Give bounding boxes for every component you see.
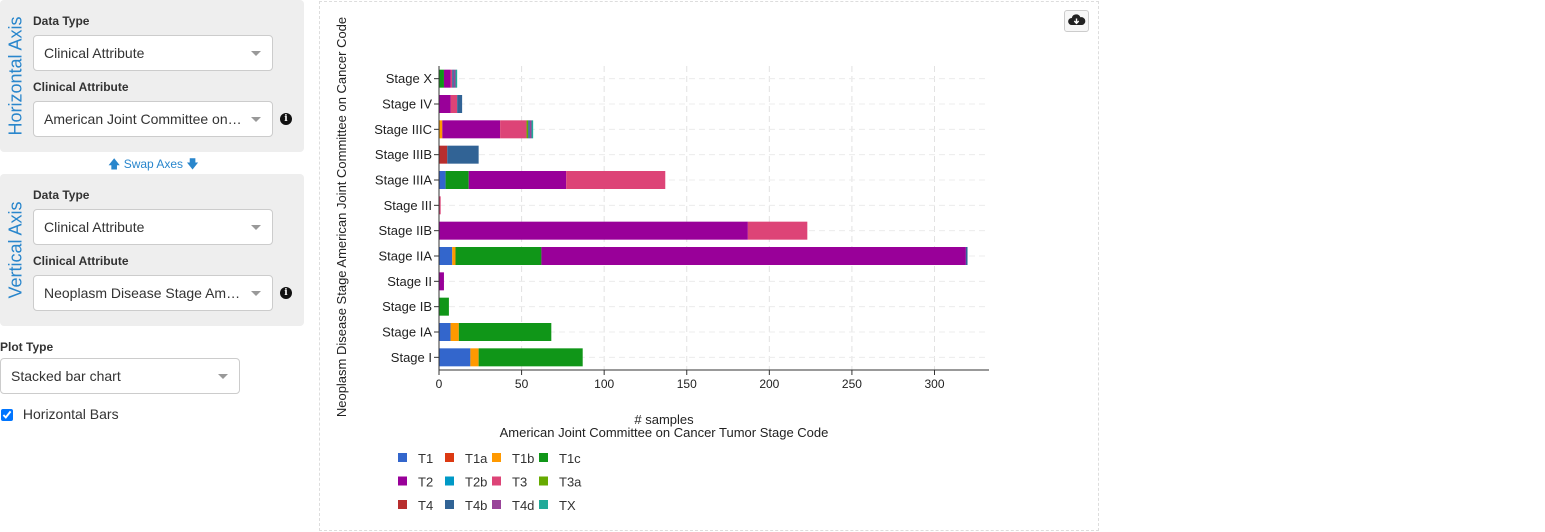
chevron-down-icon: [251, 291, 261, 296]
horizontal-data-type-label: Data Type: [33, 14, 90, 28]
download-button[interactable]: [1064, 10, 1089, 32]
horizontal-bars-label: Horizontal Bars: [22, 406, 119, 422]
plot-type-label: Plot Type: [0, 340, 54, 354]
vertical-axis-title: Vertical Axis: [5, 201, 26, 299]
chevron-down-icon: [251, 117, 261, 122]
horizontal-bars-checkbox[interactable]: [1, 409, 13, 421]
plot-type-value: Stacked bar chart: [11, 368, 121, 384]
vertical-data-type-select[interactable]: Clinical Attribute: [33, 209, 273, 245]
vertical-data-type-label: Data Type: [33, 188, 90, 202]
info-icon[interactable]: i: [280, 113, 292, 125]
arrow-up-icon: 🡅: [108, 157, 121, 171]
horizontal-axis-title: Horizontal Axis: [5, 16, 26, 136]
chevron-down-icon: [251, 225, 261, 230]
swap-axes-button[interactable]: 🡅 Swap Axes 🡇: [108, 155, 199, 176]
horizontal-bars-option[interactable]: Horizontal Bars: [0, 406, 119, 422]
chevron-down-icon: [251, 51, 261, 56]
vertical-clinical-attribute-value: Neoplasm Disease Stage American Joint Co…: [44, 285, 242, 301]
info-icon[interactable]: i: [280, 287, 292, 299]
horizontal-clinical-attribute-label: Clinical Attribute: [33, 80, 129, 94]
plot-type-select[interactable]: Stacked bar chart: [0, 358, 240, 394]
cloud-download-icon: [1068, 14, 1086, 25]
vertical-axis-panel: Vertical Axis Data Type Clinical Attribu…: [0, 174, 304, 326]
horizontal-axis-panel: Horizontal Axis Data Type Clinical Attri…: [0, 0, 304, 152]
vertical-data-type-value: Clinical Attribute: [44, 219, 145, 235]
swap-axes-label: Swap Axes: [123, 157, 184, 171]
vertical-clinical-attribute-label: Clinical Attribute: [33, 254, 129, 268]
horizontal-data-type-select[interactable]: Clinical Attribute: [33, 35, 273, 71]
arrow-down-icon: 🡇: [186, 157, 199, 171]
horizontal-clinical-attribute-value: American Joint Committee on Cancer Tumor…: [44, 111, 242, 127]
chevron-down-icon: [218, 374, 228, 379]
vertical-clinical-attribute-select[interactable]: Neoplasm Disease Stage American Joint Co…: [33, 275, 273, 311]
horizontal-data-type-value: Clinical Attribute: [44, 45, 145, 61]
horizontal-clinical-attribute-select[interactable]: American Joint Committee on Cancer Tumor…: [33, 101, 273, 137]
plot-container: [319, 1, 1099, 531]
